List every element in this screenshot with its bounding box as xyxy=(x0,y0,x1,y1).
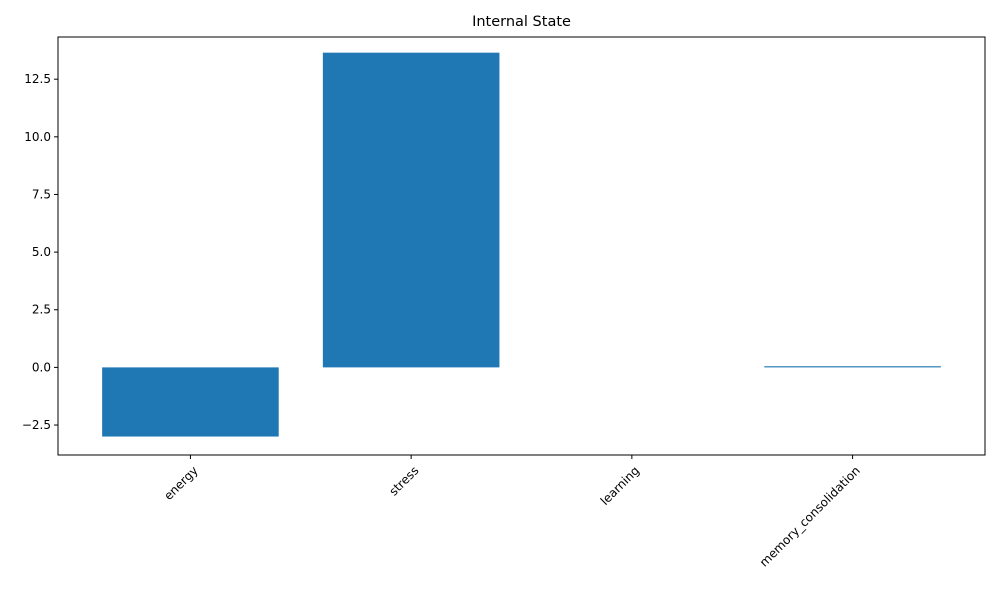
x-axis: energy stress learning memory_consolidation xyxy=(161,455,863,569)
y-tick-label: 0.0 xyxy=(32,360,51,374)
bar-stress xyxy=(323,53,500,368)
chart-title: Internal State xyxy=(472,14,571,30)
y-tick-label: 5.0 xyxy=(32,245,51,259)
y-tick-label: 10.0 xyxy=(24,130,51,144)
plot-area xyxy=(102,53,941,437)
y-tick-label: −2.5 xyxy=(22,418,51,432)
y-tick-label: 7.5 xyxy=(32,187,51,201)
x-tick-label: memory_consolidation xyxy=(757,463,863,569)
y-tick-label: 12.5 xyxy=(24,72,51,86)
bar-memory_consolidation xyxy=(764,366,941,367)
bar-energy xyxy=(102,367,279,436)
x-tick-label: stress xyxy=(386,463,421,498)
y-tick-label: 2.5 xyxy=(32,303,51,317)
y-axis: −2.5 0.0 2.5 5.0 7.5 10.0 12.5 xyxy=(22,72,58,432)
x-tick-label: learning xyxy=(598,463,643,508)
x-tick-label: energy xyxy=(161,463,200,502)
